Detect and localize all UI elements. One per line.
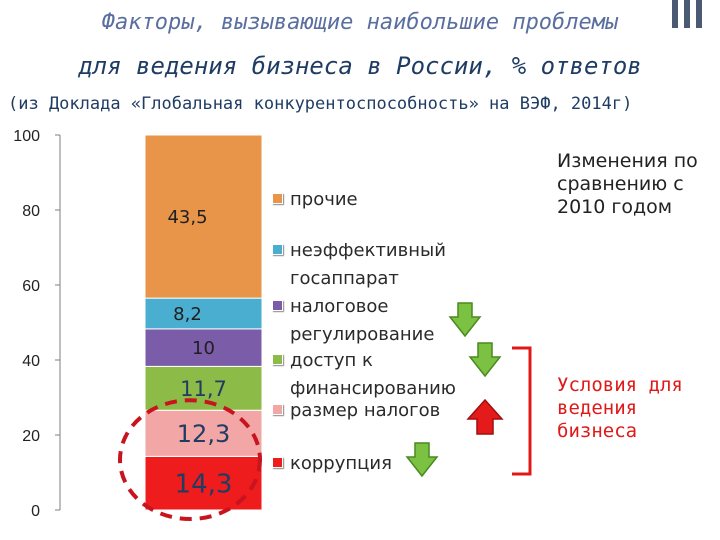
legend-swatch: [272, 193, 283, 204]
down-arrow-icon: [468, 342, 502, 378]
legend-label: неэффективный госаппарат: [290, 240, 446, 289]
decorative-corner-bars: [672, 0, 712, 28]
legend-swatch: [272, 457, 283, 468]
y-tick-label: 60: [22, 278, 40, 295]
bar-segment: [144, 365, 263, 411]
y-tick-label: 100: [13, 128, 40, 145]
conditions-note: Условия для ведения бизнеса: [557, 374, 683, 442]
stacked-bar-chart: 0 20 40 60 80 100 14,3 12,3 11,7 10 8,2 43,5: [13, 128, 532, 521]
conditions-bracket: [512, 346, 532, 476]
legend-label: прочие: [290, 189, 358, 210]
up-arrow-icon: [466, 398, 504, 435]
legend-swatch: [272, 354, 283, 365]
title-line-1: Факторы, вызывающие наибольшие проблемы: [101, 10, 619, 35]
bar-data-label: 8,2: [173, 304, 202, 325]
legend-swatch: [272, 300, 283, 311]
bar-segment: [144, 134, 263, 299]
bar-data-label: 14,3: [175, 470, 233, 500]
title-line-2: для ведения бизнеса в России, % ответов: [78, 52, 642, 80]
bar-data-label: 43,5: [167, 207, 207, 228]
legend-swatch: [272, 404, 283, 415]
down-arrow-icon: [448, 302, 482, 338]
bar-data-label: 11,7: [180, 377, 227, 401]
bar-data-label: 12,3: [177, 420, 230, 448]
bar-segment: [144, 328, 263, 367]
legend-label: налоговое регулирование: [290, 296, 435, 345]
changes-note: Изменения по сравнению с 2010 годом: [557, 150, 698, 218]
legend-label: доступ к финансированию: [290, 350, 456, 399]
chart-subtitle: (из Доклада «Глобальная конкурентоспособ…: [8, 94, 633, 114]
bar-data-label: 10: [192, 338, 215, 359]
legend-label: размер налогов: [290, 400, 441, 421]
y-tick-label: 0: [31, 503, 40, 520]
y-tick-label: 80: [22, 203, 40, 220]
legend-label: коррупция: [290, 453, 392, 474]
y-tick-label: 20: [22, 428, 40, 445]
highlight-circle: [118, 398, 262, 521]
legend-swatch: [272, 244, 283, 255]
down-arrow-icon: [405, 442, 439, 478]
bar-segment: [144, 297, 263, 330]
y-tick-label: 40: [22, 353, 40, 370]
